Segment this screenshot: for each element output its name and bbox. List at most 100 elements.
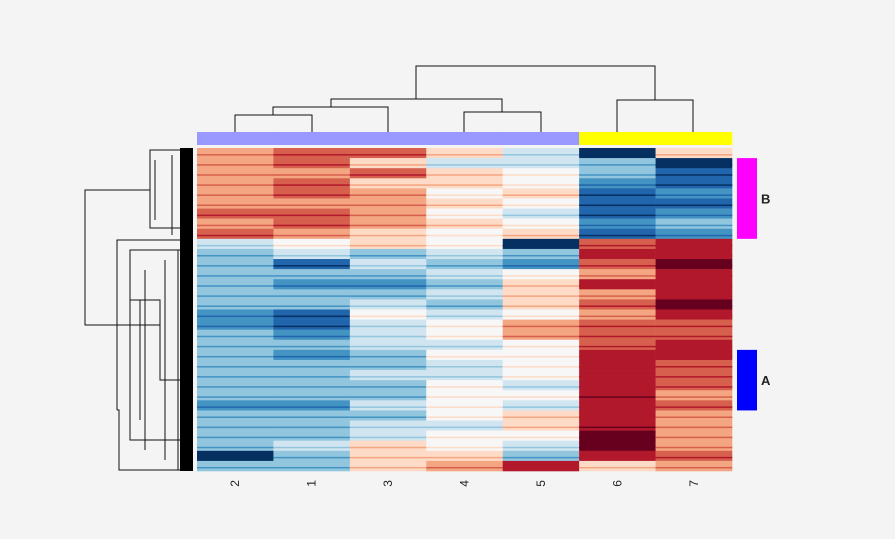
heatmap-cell-stripe bbox=[273, 164, 351, 166]
heatmap-cell bbox=[655, 289, 733, 300]
heatmap-cell bbox=[197, 269, 274, 280]
heatmap-cell bbox=[655, 259, 733, 270]
heatmap-cell-stripe bbox=[502, 416, 580, 418]
heatmap-cell-stripe bbox=[197, 315, 274, 318]
heatmap-cell-stripe bbox=[579, 275, 656, 277]
heatmap-cell-stripe bbox=[426, 416, 504, 418]
row-annotation-label: B bbox=[761, 191, 770, 206]
heatmap-cell-stripe bbox=[426, 234, 504, 237]
heatmap-cell-stripe bbox=[349, 416, 427, 418]
heatmap-cell bbox=[502, 309, 580, 320]
heatmap-cell bbox=[426, 370, 504, 381]
heatmap-cell-stripe bbox=[426, 386, 504, 388]
heatmap-cell bbox=[502, 279, 580, 290]
heatmap-cell-stripe bbox=[273, 396, 351, 398]
heatmap-cell bbox=[579, 420, 656, 431]
heatmap-cells bbox=[197, 148, 733, 472]
heatmap-cell-stripe bbox=[197, 456, 274, 459]
heatmap-cell-stripe bbox=[655, 295, 733, 297]
heatmap-cell-stripe bbox=[502, 214, 580, 217]
heatmap-cell bbox=[502, 269, 580, 280]
heatmap-cell-stripe bbox=[502, 456, 580, 459]
heatmap-cell-stripe bbox=[579, 416, 656, 418]
heatmap-cell-stripe bbox=[579, 184, 656, 186]
heatmap-cell-stripe bbox=[579, 406, 656, 408]
heatmap-cell-stripe bbox=[349, 355, 427, 358]
row-annotation-label: A bbox=[761, 373, 771, 388]
heatmap-cell-stripe bbox=[655, 164, 733, 166]
heatmap-cell bbox=[426, 319, 504, 330]
heatmap-cell-stripe bbox=[426, 345, 504, 348]
heatmap-cell-stripe bbox=[655, 184, 733, 186]
heatmap-cell bbox=[197, 390, 274, 401]
heatmap-cell bbox=[197, 380, 274, 391]
heatmap-cell bbox=[273, 269, 351, 280]
heatmap-cell bbox=[197, 148, 274, 159]
heatmap-cell bbox=[349, 188, 427, 199]
heatmap-cell bbox=[579, 148, 656, 159]
heatmap-cell bbox=[502, 289, 580, 300]
heatmap-cell-stripe bbox=[426, 265, 504, 267]
heatmap-cell-stripe bbox=[426, 224, 504, 227]
heatmap-cell bbox=[426, 339, 504, 351]
heatmap-cell-stripe bbox=[655, 194, 733, 196]
heatmap-cell-stripe bbox=[579, 426, 656, 429]
heatmap-cell-stripe bbox=[426, 396, 504, 398]
heatmap-cell-stripe bbox=[349, 254, 427, 257]
heatmap-cell bbox=[579, 319, 656, 330]
heatmap-cell bbox=[273, 218, 351, 230]
heatmap-cell bbox=[655, 450, 733, 462]
heatmap-cell-stripe bbox=[426, 174, 504, 176]
heatmap-cell bbox=[579, 228, 656, 240]
heatmap-cell bbox=[502, 218, 580, 230]
heatmap-cell bbox=[197, 208, 274, 219]
heatmap-cell-stripe bbox=[502, 315, 580, 318]
heatmap-cell-stripe bbox=[426, 154, 504, 156]
heatmap-cell-stripe bbox=[273, 345, 351, 348]
heatmap-cell bbox=[273, 299, 351, 310]
heatmap-cell-stripe bbox=[426, 285, 504, 287]
heatmap-cell bbox=[502, 228, 580, 240]
heatmap-cell bbox=[349, 259, 427, 270]
heatmap-cell-stripe bbox=[579, 154, 656, 156]
heatmap-cell-stripe bbox=[502, 234, 580, 237]
heatmap-cell bbox=[502, 430, 580, 442]
heatmap-cell bbox=[579, 430, 656, 442]
heatmap-cell bbox=[579, 238, 656, 250]
heatmap-cell-stripe bbox=[579, 466, 656, 469]
heatmap-cell bbox=[273, 329, 351, 341]
heatmap-cell bbox=[273, 380, 351, 391]
heatmap-cell bbox=[349, 370, 427, 381]
heatmap-cell bbox=[502, 400, 580, 411]
heatmap-cell-stripe bbox=[502, 174, 580, 176]
heatmap-cell-stripe bbox=[273, 285, 351, 287]
heatmap-cell bbox=[273, 238, 351, 250]
heatmap-cell bbox=[655, 410, 733, 421]
heatmap-cell-stripe bbox=[579, 366, 656, 368]
heatmap-cell bbox=[579, 390, 656, 401]
heatmap-cell bbox=[349, 269, 427, 280]
heatmap-cell bbox=[349, 319, 427, 330]
heatmap-cell bbox=[273, 158, 351, 169]
column-annotation-bar bbox=[197, 132, 733, 145]
heatmap-cell bbox=[655, 440, 733, 452]
heatmap-cell-stripe bbox=[197, 386, 274, 388]
heatmap-cell-stripe bbox=[502, 295, 580, 297]
heatmap-cell-stripe bbox=[273, 386, 351, 388]
heatmap-cell-stripe bbox=[655, 386, 733, 388]
heatmap-cell bbox=[426, 188, 504, 199]
heatmap-cell-stripe bbox=[655, 416, 733, 418]
heatmap-cell bbox=[502, 319, 580, 330]
heatmap-cell-stripe bbox=[273, 204, 351, 207]
heatmap-cell bbox=[426, 299, 504, 310]
heatmap-cell-stripe bbox=[349, 244, 427, 247]
heatmap-cell-stripe bbox=[655, 436, 733, 439]
heatmap-cell bbox=[197, 188, 274, 199]
heatmap-cell-stripe bbox=[426, 325, 504, 328]
heatmap-cell-stripe bbox=[426, 446, 504, 449]
heatmap-cell bbox=[273, 430, 351, 442]
heatmap-cell bbox=[579, 178, 656, 189]
heatmap-cell-stripe bbox=[655, 315, 733, 318]
heatmap-cell-stripe bbox=[655, 355, 733, 358]
